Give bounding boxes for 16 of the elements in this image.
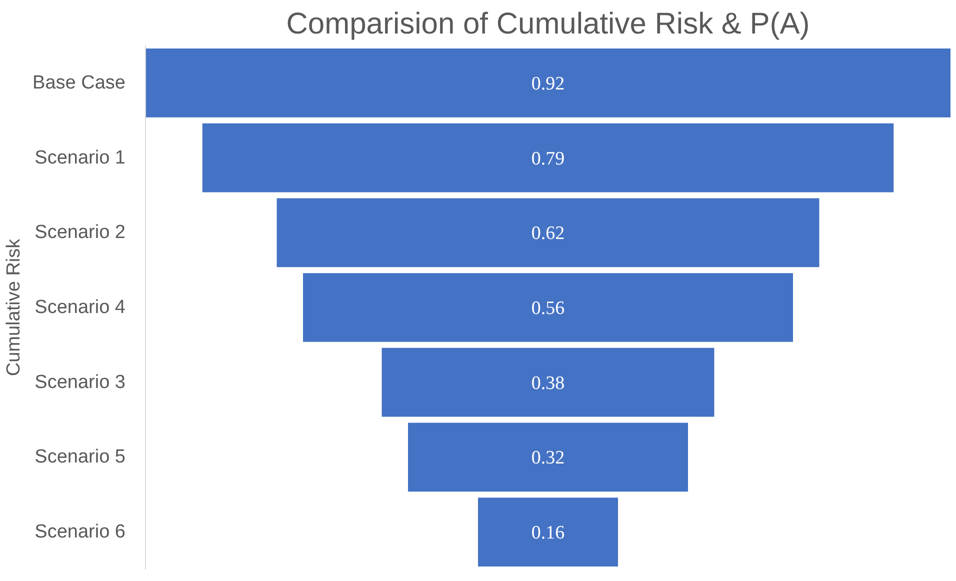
data-label: 0.62 — [531, 223, 565, 244]
data-label: 0.32 — [531, 448, 565, 469]
category-label: Scenario 2 — [34, 222, 126, 244]
category-label: Scenario 1 — [34, 147, 126, 168]
category-label: Scenario 4 — [34, 297, 126, 318]
data-label: 0.79 — [531, 148, 565, 170]
category-label: Scenario 6 — [34, 522, 126, 543]
category-label: Scenario 3 — [34, 372, 126, 393]
data-label: 0.38 — [531, 372, 565, 394]
category-label: Base Case — [32, 72, 126, 94]
category-label: Scenario 5 — [34, 446, 126, 468]
data-label: 0.56 — [531, 298, 565, 319]
data-label: 0.16 — [531, 522, 565, 544]
text: Cumulative Risk — [4, 238, 25, 376]
text: Comparision of Cumulative Risk & P(A) — [286, 8, 810, 40]
data-label: 0.92 — [531, 73, 565, 94]
